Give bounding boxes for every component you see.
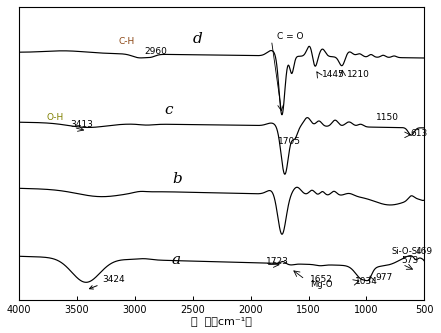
- Text: b: b: [172, 171, 182, 186]
- Text: 1445: 1445: [322, 70, 345, 79]
- Text: 1723: 1723: [265, 257, 288, 266]
- Text: c: c: [164, 104, 172, 118]
- Text: Mg-O: Mg-O: [310, 280, 332, 289]
- Text: 573: 573: [402, 256, 419, 265]
- Text: d: d: [193, 32, 202, 46]
- Text: 1034: 1034: [355, 277, 377, 286]
- Text: 1210: 1210: [347, 70, 370, 79]
- Text: 1150: 1150: [376, 113, 399, 122]
- Text: 613: 613: [411, 129, 428, 138]
- Text: C = O: C = O: [277, 32, 304, 41]
- Text: 977: 977: [376, 273, 393, 282]
- Text: 1705: 1705: [278, 137, 302, 146]
- Text: Si-O-Si: Si-O-Si: [392, 247, 420, 256]
- Text: O-H: O-H: [47, 113, 64, 122]
- Text: C-H: C-H: [119, 37, 135, 46]
- Text: 2960: 2960: [144, 47, 167, 56]
- Text: 3413: 3413: [70, 120, 93, 129]
- Text: 469: 469: [415, 247, 433, 256]
- X-axis label: 波  数（cm⁻¹）: 波 数（cm⁻¹）: [191, 316, 252, 326]
- Text: 3424: 3424: [90, 274, 125, 289]
- Text: 1652: 1652: [310, 274, 333, 283]
- Text: a: a: [172, 253, 181, 267]
